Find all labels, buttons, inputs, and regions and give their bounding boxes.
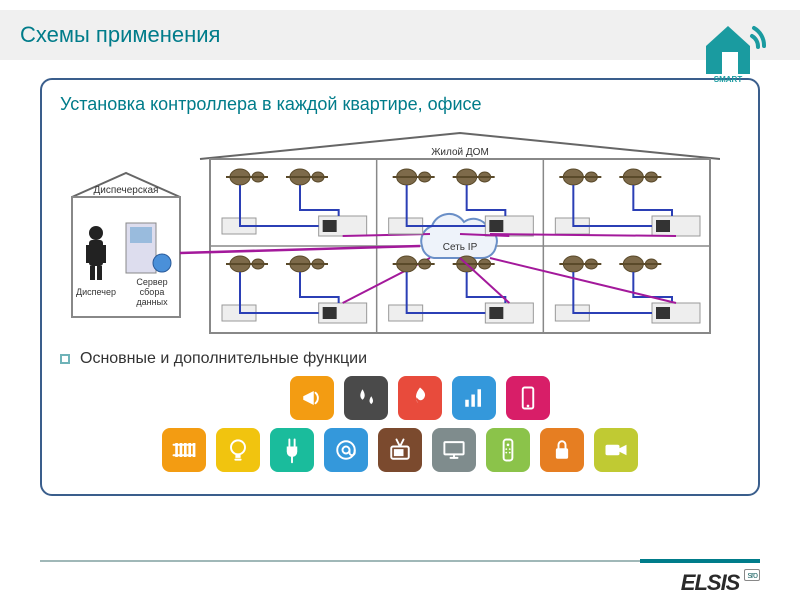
icons-grid (60, 376, 740, 472)
megaphone-icon (290, 376, 334, 420)
network-diagram: Диспечерская Диспечер Серверсбораданных Жил… (60, 125, 740, 340)
lock-icon (540, 428, 584, 472)
functions-row: Основные и дополнительные функции (60, 350, 740, 368)
radiator-icon (162, 428, 206, 472)
footer-divider (40, 560, 760, 562)
remote-icon (486, 428, 530, 472)
page-title: Схемы применения (20, 22, 780, 48)
tv-old-icon (378, 428, 422, 472)
mobile-icon (506, 376, 550, 420)
footer-brand-text: ELSIS (681, 570, 740, 595)
svg-text:Сеть IP: Сеть IP (443, 242, 478, 253)
plug-icon (270, 428, 314, 472)
content-box: Установка контроллера в каждой квартире,… (40, 78, 760, 496)
bar-chart-icon (452, 376, 496, 420)
flame-icon (398, 376, 442, 420)
smart-house-logo: SMART (692, 16, 770, 89)
monitor-icon (432, 428, 476, 472)
svg-text:Диспечерская: Диспечерская (94, 185, 159, 196)
svg-text:Жилой ДОМ: Жилой ДОМ (431, 147, 489, 158)
functions-label: Основные и дополнительные функции (80, 350, 367, 368)
bulb-icon (216, 428, 260, 472)
bullet-marker (60, 354, 70, 364)
svg-text:SMART: SMART (714, 75, 743, 84)
svg-text:данных: данных (136, 297, 168, 307)
svg-text:Диспечер: Диспечер (76, 287, 116, 297)
footer-logo: ELSIS sro (681, 570, 760, 596)
title-bar: Схемы применения (0, 10, 800, 60)
svg-text:Сервер: Сервер (136, 277, 167, 287)
water-drops-icon (344, 376, 388, 420)
svg-text:сбора: сбора (140, 287, 165, 297)
footer-suffix: sro (744, 569, 760, 581)
at-sign-icon (324, 428, 368, 472)
subtitle: Установка контроллера в каждой квартире,… (60, 94, 740, 115)
camera-icon (594, 428, 638, 472)
